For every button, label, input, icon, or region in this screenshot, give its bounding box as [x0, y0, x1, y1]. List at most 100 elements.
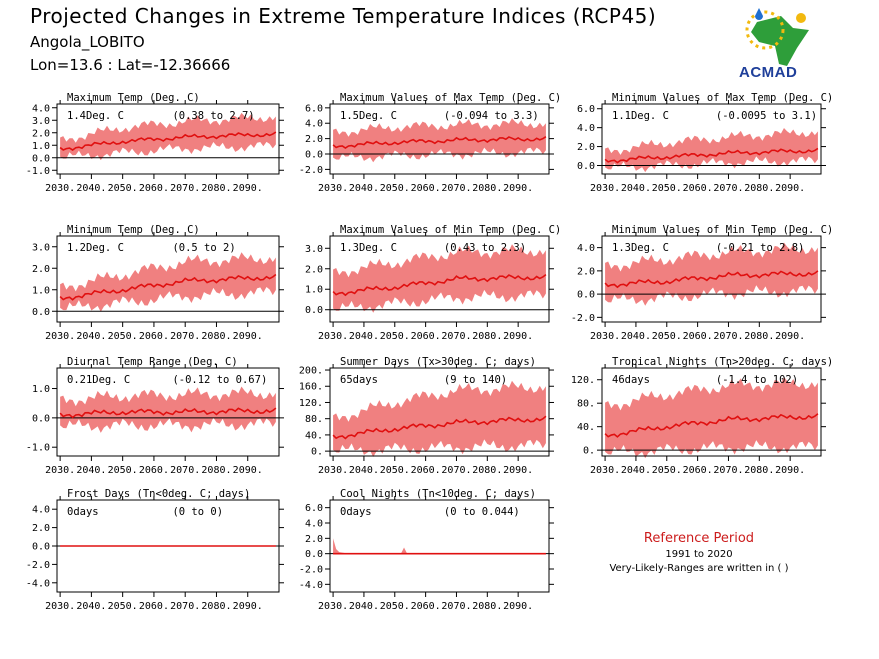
- y-tick-label: 0.0: [32, 153, 50, 164]
- page-title: Projected Changes in Extreme Temperature…: [30, 4, 657, 28]
- x-tick-label: 2050.: [380, 331, 410, 342]
- y-tick-label: 4.0: [305, 119, 323, 130]
- chart-summary: 1.3Deg. C: [612, 242, 669, 254]
- x-tick-label: 2050.: [652, 331, 682, 342]
- x-tick-label: 2080.: [472, 601, 502, 612]
- plot-frame: [329, 499, 550, 593]
- plot-frame: [601, 367, 822, 457]
- chart-range: (0.43 to 2.3): [444, 242, 526, 254]
- chart-title: Minimum Temp (Deg. C): [67, 224, 200, 236]
- x-tick-label: 2090.: [503, 465, 533, 476]
- x-tick-label: 2060.: [139, 331, 169, 342]
- x-tick-label: 2060.: [139, 183, 169, 194]
- y-tick-label: 0.: [311, 447, 323, 458]
- y-tick-label: -1.0: [26, 443, 50, 454]
- plot-frame: [601, 235, 822, 323]
- y-tick-label: 0.0: [32, 413, 50, 424]
- x-tick-label: 2060.: [683, 183, 713, 194]
- chart-range: (-0.0095 to 3.1): [716, 110, 817, 122]
- uncertainty-band: [60, 252, 276, 312]
- x-tick-label: 2030.: [318, 183, 348, 194]
- y-tick-label: 2.0: [32, 523, 50, 534]
- y-tick-label: -2.0: [571, 313, 595, 324]
- x-tick-label: 2030.: [318, 601, 348, 612]
- chart-summary: 1.3Deg. C: [340, 242, 397, 254]
- x-tick-label: 2030.: [318, 331, 348, 342]
- x-tick-label: 2070.: [441, 601, 471, 612]
- x-tick-label: 2040.: [76, 465, 106, 476]
- x-tick-label: 2040.: [349, 331, 379, 342]
- y-tick-label: 6.0: [305, 103, 323, 114]
- y-tick-label: 2.0: [305, 134, 323, 145]
- y-tick-label: 0.0: [305, 150, 323, 161]
- x-tick-label: 2070.: [713, 465, 743, 476]
- x-tick-label: 2030.: [45, 331, 75, 342]
- x-tick-label: 2060.: [411, 601, 441, 612]
- uncertainty-band: [333, 244, 546, 313]
- y-tick-label: 0.0: [577, 290, 595, 301]
- x-tick-label: 2050.: [652, 465, 682, 476]
- median-line: [332, 415, 547, 440]
- africa-map-icon: [745, 8, 809, 66]
- x-tick-label: 2040.: [349, 601, 379, 612]
- y-tick-label: 1.0: [32, 384, 50, 395]
- y-tick-label: 1.0: [32, 285, 50, 296]
- x-tick-label: 2050.: [108, 183, 138, 194]
- x-tick-label: 2090.: [775, 465, 805, 476]
- chart-summary: 0.21Deg. C: [67, 374, 130, 386]
- coordinates-label: Lon=13.6 : Lat=-12.36666: [30, 56, 231, 74]
- median-line: [332, 273, 547, 297]
- x-tick-label: 2030.: [590, 331, 620, 342]
- y-tick-label: 2.0: [305, 264, 323, 275]
- y-tick-label: 4.0: [32, 103, 50, 114]
- x-tick-label: 2080.: [201, 601, 231, 612]
- x-tick-label: 2030.: [45, 183, 75, 194]
- y-tick-label: 6.0: [577, 104, 595, 115]
- x-tick-label: 2090.: [503, 601, 533, 612]
- y-tick-label: 4.0: [305, 519, 323, 530]
- y-tick-label: 40.: [577, 422, 595, 433]
- x-tick-label: 2040.: [621, 331, 651, 342]
- plot-frame: [601, 103, 822, 175]
- x-tick-label: 2060.: [411, 465, 441, 476]
- uncertainty-band: [333, 538, 546, 554]
- x-tick-label: 2040.: [76, 183, 106, 194]
- median-line: [604, 147, 819, 164]
- chart-title: Tropical Nights (Tn>20deg. C; days): [612, 356, 833, 368]
- x-tick-label: 2060.: [411, 183, 441, 194]
- y-tick-label: -4.0: [299, 580, 323, 591]
- chart-summary: 46days: [612, 374, 650, 386]
- y-tick-label: 4.0: [577, 243, 595, 254]
- y-tick-label: -4.0: [26, 578, 50, 589]
- y-tick-label: -2.0: [299, 565, 323, 576]
- x-tick-label: 2050.: [380, 183, 410, 194]
- x-tick-label: 2070.: [441, 183, 471, 194]
- chart-title: Minimum Values of Max Temp (Deg. C): [612, 92, 833, 104]
- median-line: [604, 270, 819, 289]
- logo-text: ACMAD: [739, 64, 798, 81]
- x-tick-label: 2080.: [201, 465, 231, 476]
- chart-title: Diurnal Temp Range (Deg. C): [67, 356, 238, 368]
- y-tick-label: 0.0: [32, 542, 50, 553]
- y-tick-label: 1.0: [305, 285, 323, 296]
- y-tick-label: 4.0: [32, 505, 50, 516]
- x-tick-label: 2040.: [349, 465, 379, 476]
- x-tick-label: 2080.: [744, 183, 774, 194]
- uncertainty-band: [60, 112, 276, 161]
- chart-summary: 65days: [340, 374, 378, 386]
- y-tick-label: 2.0: [32, 264, 50, 275]
- x-tick-label: 2050.: [108, 601, 138, 612]
- chart-summary: 1.1Deg. C: [612, 110, 669, 122]
- reference-title: Reference Period: [643, 531, 755, 546]
- x-tick-label: 2060.: [411, 331, 441, 342]
- y-tick-label: 2.0: [305, 534, 323, 545]
- chart-summary: 0days: [67, 506, 99, 518]
- x-tick-label: 2090.: [233, 331, 263, 342]
- x-tick-label: 2040.: [621, 183, 651, 194]
- chart-range: (-0.094 to 3.3): [444, 110, 539, 122]
- y-tick-label: -1.0: [26, 166, 50, 177]
- x-tick-label: 2060.: [139, 601, 169, 612]
- chart-title: Maximum Values of Max Temp (Deg. C): [340, 92, 561, 104]
- chart-title: Minimum Values of Min Temp (Deg. C): [612, 224, 833, 236]
- chart-title: Frost Days (Tn<0deg. C; days): [67, 488, 250, 500]
